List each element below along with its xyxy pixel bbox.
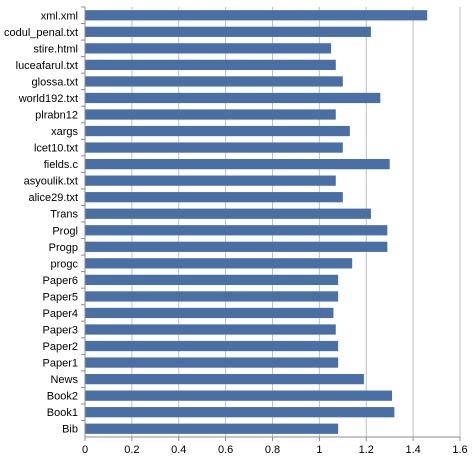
category-label: Paper1 bbox=[43, 358, 78, 370]
x-tick-label: 0.8 bbox=[265, 444, 280, 456]
bar bbox=[85, 208, 371, 219]
category-label: Progl bbox=[52, 225, 78, 237]
bar bbox=[85, 225, 388, 236]
category-label: xargs bbox=[51, 126, 78, 138]
bar bbox=[85, 307, 334, 319]
x-tick-label: 1.4 bbox=[405, 444, 420, 456]
category-label: Book1 bbox=[47, 407, 78, 419]
category-label: codul_penal.txt bbox=[4, 27, 78, 39]
category-label: glossa.txt bbox=[32, 76, 78, 88]
bar bbox=[85, 109, 336, 120]
x-tick-labels: 0 0.2 0.4 0.6 0.8 1 1.2 1.4 1.6 bbox=[82, 444, 468, 456]
bar bbox=[85, 10, 428, 21]
category-label: plrabn12 bbox=[35, 110, 78, 122]
category-label: alice29.txt bbox=[28, 192, 78, 204]
category-label: stire.html bbox=[33, 43, 78, 55]
category-labels: xml.xml codul_penal.txt stire.html luceafar… bbox=[4, 10, 78, 435]
bar bbox=[85, 357, 339, 368]
x-tick-label: 1.6 bbox=[452, 444, 467, 456]
bar bbox=[85, 76, 343, 87]
x-tick-label: 1 bbox=[316, 444, 322, 456]
category-label: Book2 bbox=[47, 391, 78, 403]
bar bbox=[85, 423, 339, 434]
category-label: Paper2 bbox=[43, 341, 78, 353]
bar bbox=[85, 291, 339, 302]
bar bbox=[85, 158, 390, 170]
category-label: Paper6 bbox=[43, 275, 78, 287]
category-label: luceafarul.txt bbox=[16, 60, 78, 72]
category-label: Progp bbox=[49, 242, 78, 254]
bar bbox=[85, 59, 336, 71]
bar bbox=[85, 274, 339, 286]
bar bbox=[85, 340, 339, 352]
x-tick-label: 0.2 bbox=[124, 444, 139, 456]
bar bbox=[85, 390, 393, 401]
bars bbox=[85, 10, 428, 434]
bar bbox=[85, 142, 343, 153]
bar bbox=[85, 407, 395, 418]
bar bbox=[85, 125, 350, 137]
axes bbox=[81, 6, 461, 441]
bar bbox=[85, 373, 364, 385]
category-label: Bib bbox=[62, 424, 78, 436]
category-label: xml.xml bbox=[41, 10, 78, 22]
category-label: Paper3 bbox=[43, 325, 78, 337]
bar bbox=[85, 26, 371, 37]
bar bbox=[85, 258, 353, 269]
x-tick-label: 0 bbox=[82, 444, 88, 456]
category-label: Paper4 bbox=[43, 308, 78, 320]
category-label: lcet10.txt bbox=[34, 143, 78, 155]
category-label: Trans bbox=[50, 209, 78, 221]
bar bbox=[85, 43, 332, 54]
category-label: Paper5 bbox=[43, 291, 78, 303]
bar bbox=[85, 192, 343, 203]
bar bbox=[85, 175, 336, 186]
bar bbox=[85, 92, 381, 104]
category-label: progc bbox=[50, 258, 78, 270]
category-label: fields.c bbox=[44, 159, 79, 171]
bar bbox=[85, 324, 336, 335]
category-label: asyoulik.txt bbox=[24, 176, 78, 188]
x-tick-label: 1.2 bbox=[359, 444, 374, 456]
category-label: world192.txt bbox=[18, 93, 78, 105]
x-tick-label: 0.4 bbox=[171, 444, 186, 456]
category-label: News bbox=[50, 374, 78, 386]
grid-lines bbox=[131, 7, 461, 437]
bar bbox=[85, 241, 388, 252]
x-tick-label: 0.6 bbox=[218, 444, 233, 456]
